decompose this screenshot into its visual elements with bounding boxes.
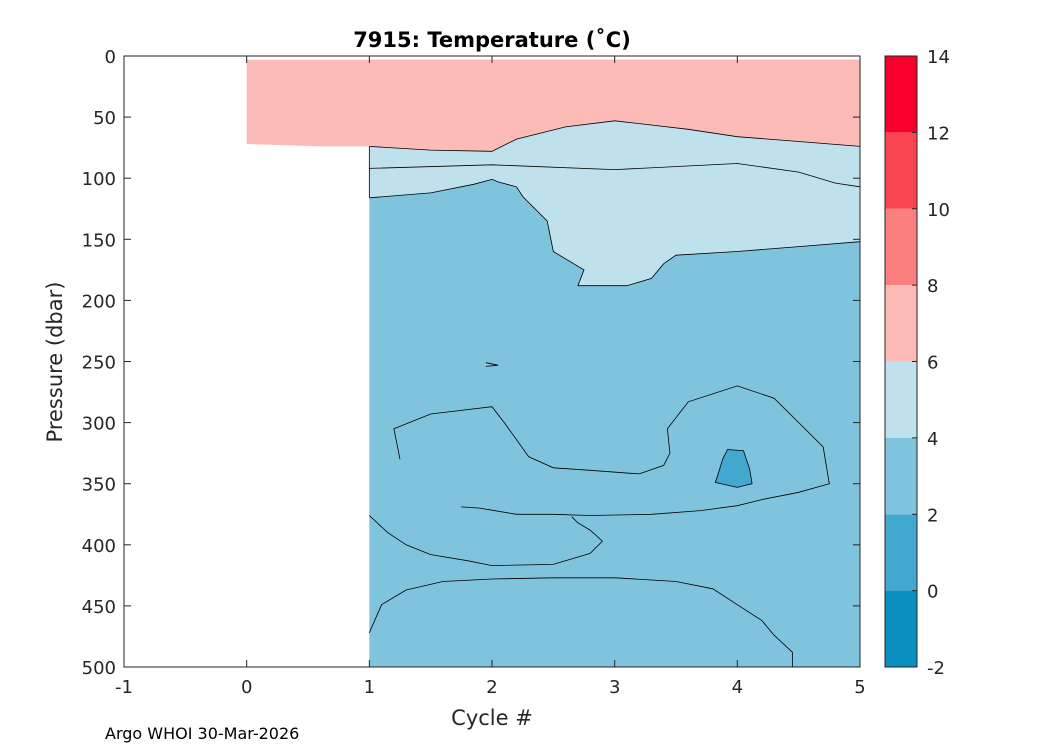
colorbar-label-1: 0 [927,582,938,603]
footer-credit: Argo WHOI 30-Mar-2026 [105,724,300,743]
y-tick-label-1: 50 [93,108,116,129]
region-4-6-1 [369,120,860,286]
colorbar-label-8: 14 [927,47,950,68]
colorbar-bin-3 [885,361,917,438]
x-axis-ticks: -1 0 1 2 3 4 5 [115,56,866,698]
colorbar-label-6: 10 [927,200,950,221]
colorbar: -2 0 2 4 6 8 10 12 14 [885,47,950,679]
contour-line-1 [393,385,830,516]
colorbar-bin-1 [885,514,917,591]
colorbar-bin-0 [885,590,917,667]
x-tick-label-2: 1 [364,677,375,698]
colorbar-label-0: -2 [927,658,945,679]
colorbar-label-3: 4 [927,429,938,450]
colorbar-bin-6 [885,132,917,209]
y-tick-label-3: 150 [82,230,116,251]
y-tick-label-9: 450 [82,597,116,618]
chart-title: 7915: Temperature (˚C) [353,28,631,52]
x-axis-label: Cycle # [451,706,533,730]
colorbar-bin-7 [885,56,917,133]
y-tick-label-2: 100 [82,169,116,190]
y-tick-label-0: 0 [105,47,116,68]
contour-line-3 [368,577,793,667]
x-tick-label-1: 0 [241,677,252,698]
contour-line-2 [369,515,603,567]
colorbar-label-7: 12 [927,123,950,144]
region-0-2-2 [714,449,753,488]
colorbar-bin-2 [885,437,917,515]
contour-plot-area [246,56,861,667]
region-6-8-0 [246,59,860,152]
colorbar-bin-4 [885,285,917,362]
colorbar-label-5: 8 [927,276,938,297]
x-tick-label-3: 2 [486,677,497,698]
x-tick-label-4: 3 [609,677,620,698]
colorbar-bin-5 [885,208,917,286]
contour-line-4 [485,362,499,367]
y-tick-label-7: 350 [82,475,116,496]
contour-line-4-lower [369,178,861,287]
y-axis-ticks: 0 50 100 150 200 250 300 350 400 450 500 [82,47,860,679]
y-tick-label-6: 300 [82,414,116,435]
y-tick-label-10: 500 [82,658,116,679]
y-tick-label-8: 400 [82,536,116,557]
y-axis-label: Pressure (dbar) [43,282,67,443]
y-tick-label-4: 200 [82,291,116,312]
colorbar-label-2: 2 [927,505,938,526]
x-tick-label-5: 4 [732,677,743,698]
colorbar-label-4: 6 [927,353,938,374]
x-tick-label-6: 5 [854,677,865,698]
y-tick-label-5: 250 [82,353,116,374]
colorbar-frame [884,55,918,668]
contour-line-0 [369,163,861,188]
x-tick-label-0: -1 [115,677,133,698]
contour-line-6 [369,120,861,152]
